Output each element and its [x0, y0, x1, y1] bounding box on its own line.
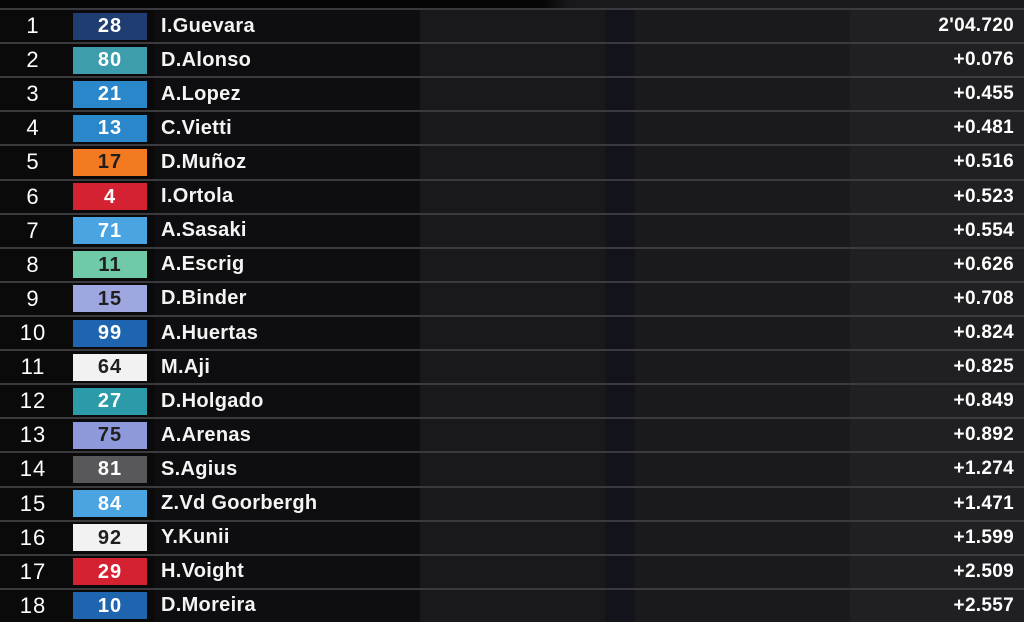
- position-label: 7: [26, 217, 40, 243]
- rider-name: A.Arenas: [161, 423, 252, 446]
- rider-name: A.Sasaki: [161, 219, 247, 242]
- rider-number-badge: 92: [73, 524, 147, 552]
- rider-number-badge: 99: [73, 319, 147, 347]
- time-gap: +0.455: [953, 83, 1014, 105]
- rider-number-badge: 71: [73, 217, 147, 245]
- position-label: 3: [26, 81, 40, 107]
- table-row: 11 64 M.Aji +0.825: [0, 349, 1024, 384]
- position-label: 9: [26, 285, 40, 311]
- rider-name: D.Alonso: [161, 48, 252, 71]
- time-gap: +1.599: [953, 526, 1014, 548]
- rider-name: A.Escrig: [161, 253, 245, 276]
- position-label: 5: [26, 149, 40, 175]
- table-row: 18 10 D.Moreira +2.557: [0, 587, 1024, 622]
- time-gap: +0.824: [953, 322, 1014, 344]
- time-gap: +0.849: [953, 390, 1014, 412]
- rider-name: C.Vietti: [161, 116, 232, 139]
- rider-number-badge: 80: [73, 46, 147, 74]
- rider-number-badge: 75: [73, 421, 147, 449]
- table-row: 12 27 D.Holgado +0.849: [0, 383, 1024, 418]
- table-row: 2 80 D.Alonso +0.076: [0, 42, 1024, 77]
- position-label: 10: [19, 320, 47, 346]
- rider-name: M.Aji: [161, 355, 211, 378]
- time-gap: +0.626: [953, 253, 1014, 275]
- table-row: 10 99 A.Huertas +0.824: [0, 314, 1024, 350]
- position-label: 16: [19, 524, 47, 550]
- rider-name: D.Holgado: [161, 389, 264, 412]
- position-label: 12: [19, 388, 47, 414]
- rider-name: A.Lopez: [161, 82, 241, 105]
- time-gap: +1.274: [953, 458, 1014, 480]
- rider-name: Z.Vd Goorbergh: [161, 492, 318, 515]
- position-label: 6: [26, 183, 40, 209]
- rider-number-badge: 84: [73, 490, 147, 518]
- time-gap: +0.825: [953, 356, 1014, 378]
- time-gap: +0.892: [953, 424, 1014, 446]
- position-label: 13: [19, 422, 47, 448]
- table-row: 8 11 A.Escrig +0.626: [0, 246, 1024, 281]
- position-label: 17: [19, 558, 47, 584]
- rider-number-badge: 10: [73, 592, 147, 620]
- table-row: 14 81 S.Agius +1.274: [0, 451, 1024, 486]
- table-row: 6 4 I.Ortola +0.523: [0, 178, 1024, 213]
- time-gap: +0.523: [953, 185, 1014, 207]
- table-row: 17 29 H.Voight +2.509: [0, 553, 1024, 588]
- time-gap: +0.481: [953, 117, 1014, 139]
- rider-number-badge: 17: [73, 148, 147, 176]
- rider-number-badge: 4: [73, 183, 147, 211]
- top-bar: [0, 0, 1024, 8]
- time-gap: +2.509: [953, 560, 1014, 582]
- position-label: 1: [26, 13, 40, 39]
- table-row: 9 15 D.Binder +0.708: [0, 280, 1024, 315]
- table-row: 1 28 I.Guevara 2'04.720: [0, 8, 1024, 43]
- rider-name: D.Binder: [161, 287, 247, 310]
- rider-number-badge: 13: [73, 114, 147, 142]
- time-gap: +0.076: [953, 49, 1014, 71]
- table-row: 13 75 A.Arenas +0.892: [0, 417, 1024, 452]
- rider-name: D.Moreira: [161, 594, 256, 617]
- rider-number-badge: 21: [73, 80, 147, 108]
- time-gap: +0.516: [953, 151, 1014, 173]
- table-row: 3 21 A.Lopez +0.455: [0, 76, 1024, 111]
- rider-name: I.Ortola: [161, 185, 234, 208]
- rider-number-badge: 11: [73, 251, 147, 279]
- rider-number-badge: 27: [73, 387, 147, 415]
- rider-number-badge: 15: [73, 285, 147, 313]
- time-gap: +2.557: [953, 594, 1014, 616]
- table-row: 16 92 Y.Kunii +1.599: [0, 519, 1024, 554]
- rider-name: I.Guevara: [161, 14, 255, 37]
- table-row: 7 71 A.Sasaki +0.554: [0, 212, 1024, 247]
- rider-name: A.Huertas: [161, 321, 259, 344]
- timing-table: 1 28 I.Guevara 2'04.720 2 80 D.Alonso +0…: [0, 8, 1024, 622]
- time-gap: +1.471: [953, 492, 1014, 514]
- rider-number-badge: 64: [73, 353, 147, 381]
- position-label: 4: [26, 115, 40, 141]
- time-gap: +0.708: [953, 287, 1014, 309]
- time-gap: +0.554: [953, 219, 1014, 241]
- position-label: 15: [19, 490, 47, 516]
- rider-number-badge: 29: [73, 558, 147, 586]
- rider-name: Y.Kunii: [161, 526, 230, 549]
- position-label: 18: [19, 592, 47, 618]
- table-row: 15 84 Z.Vd Goorbergh +1.471: [0, 485, 1024, 520]
- position-label: 14: [19, 456, 47, 482]
- rider-number-badge: 28: [73, 12, 147, 40]
- table-row: 5 17 D.Muñoz +0.516: [0, 144, 1024, 179]
- rider-name: D.Muñoz: [161, 150, 247, 173]
- position-label: 2: [26, 47, 40, 73]
- rider-number-badge: 81: [73, 455, 147, 483]
- position-label: 11: [20, 354, 46, 380]
- rider-name: S.Agius: [161, 457, 238, 480]
- position-label: 8: [26, 251, 40, 277]
- rider-name: H.Voight: [161, 560, 245, 583]
- table-row: 4 13 C.Vietti +0.481: [0, 110, 1024, 145]
- time-gap: 2'04.720: [938, 15, 1014, 37]
